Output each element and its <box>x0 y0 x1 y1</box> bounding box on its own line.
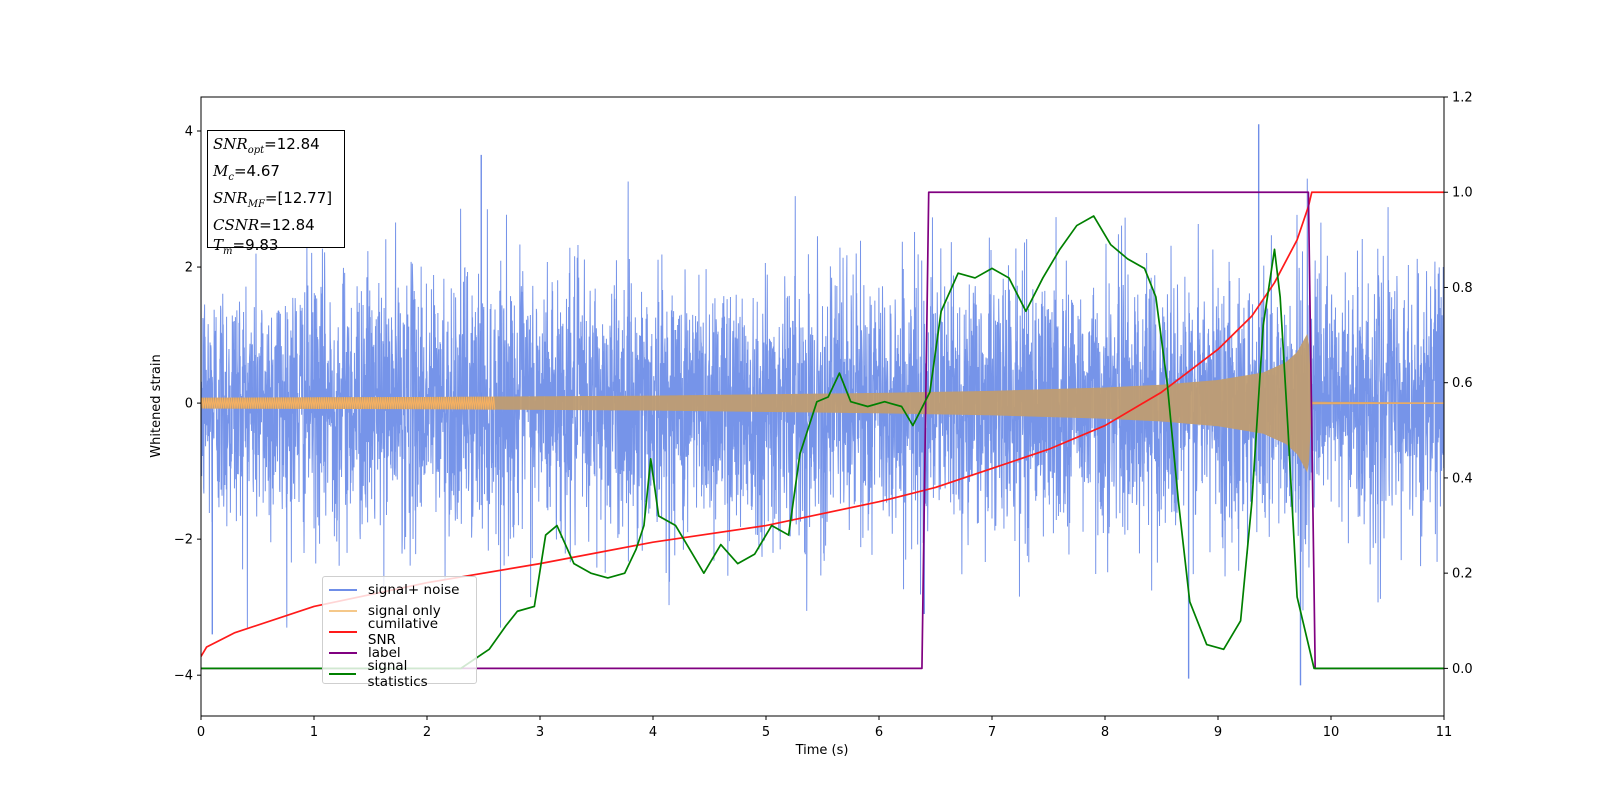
y-right-tick-label: 0.2 <box>1452 567 1473 582</box>
x-tick-label: 7 <box>988 725 996 740</box>
x-tick-label: 1 <box>310 725 318 740</box>
plot-frame <box>200 96 1445 717</box>
legend-item-cumulative-snr: cumilative SNR <box>329 616 470 648</box>
snr-opt-value: =12.84 <box>264 135 320 153</box>
signal-statistics-line <box>201 215 1444 670</box>
x-tick-label: 11 <box>1436 725 1453 740</box>
legend-swatch-signal-statistics <box>329 672 357 675</box>
snr-opt-row: SNRopt=12.84 <box>213 135 320 156</box>
y-right-tick-label: 1.0 <box>1452 186 1473 201</box>
x-axis: 0 1 2 3 4 5 6 7 8 9 10 11 <box>197 716 1452 740</box>
snr-mf-value: =[12.77] <box>264 189 333 207</box>
y-right-tick-label: 0.4 <box>1452 471 1473 486</box>
y-right-tick-label: 0.6 <box>1452 376 1473 391</box>
legend-item-signal-noise: signal+ noise <box>329 580 470 601</box>
y-left-tick-label: −2 <box>174 533 193 548</box>
legend-label: signal only <box>368 603 441 620</box>
legend-label: signal statistics <box>367 657 428 690</box>
y-right-tick-label: 0.8 <box>1452 281 1473 296</box>
y-axis-left: 4 2 0 −2 −4 <box>174 125 201 684</box>
x-tick-label: 3 <box>536 725 544 740</box>
legend-swatch-signal-noise <box>329 589 357 592</box>
legend-item-label: label <box>329 642 470 663</box>
y-axis-label: Whitened strain <box>149 354 164 457</box>
legend-label: label <box>368 644 401 661</box>
legend-swatch-label <box>329 651 357 654</box>
signal-only-series <box>201 333 1444 473</box>
x-tick-label: 5 <box>762 725 770 740</box>
legend-item-signal-only: signal only <box>329 601 470 622</box>
y-left-tick-label: 0 <box>185 397 193 412</box>
legend-label: signal+ noise <box>368 582 460 599</box>
x-tick-label: 6 <box>875 725 883 740</box>
x-tick-label: 2 <box>423 725 431 740</box>
y-left-tick-label: 2 <box>185 261 193 276</box>
chirp-mass-row: Mc=4.67 <box>213 162 280 183</box>
snr-mf-row: SNRMF=[12.77] <box>213 189 333 210</box>
noise-trace <box>201 178 1444 628</box>
merger-time-row: Tm=9.83 <box>213 236 279 257</box>
chirp-envelope <box>201 333 1444 473</box>
y-right-tick-label: 0.0 <box>1452 662 1473 677</box>
y-left-tick-label: 4 <box>185 125 193 140</box>
legend-label: cumilative SNR <box>367 616 439 648</box>
x-tick-label: 10 <box>1323 725 1340 740</box>
y-left-tick-label: −4 <box>174 669 193 684</box>
y-axis-right: 1.2 1.0 0.8 0.6 0.4 0.2 0.0 <box>1444 91 1473 677</box>
chirp-oscillation <box>201 396 496 410</box>
y-right-tick-label: 1.2 <box>1452 91 1473 106</box>
legend-item-signal-statistics: signal statistics <box>329 658 470 690</box>
x-tick-label: 8 <box>1101 725 1109 740</box>
csnr-row: CSNR=12.84 <box>213 216 315 234</box>
chart-legend: signal+ noise signal only cumilative SNR… <box>322 576 477 690</box>
x-tick-label: 4 <box>649 725 657 740</box>
legend-swatch-signal-only <box>329 610 357 613</box>
csnr-value: =12.84 <box>259 216 315 234</box>
legend-swatch-cumulative-snr <box>329 630 357 633</box>
chirp-mass-value: =4.67 <box>233 162 280 180</box>
merger-time-value: =9.83 <box>232 236 279 254</box>
snr-info-box: SNRopt=12.84 Mc=4.67 SNRMF=[12.77] CSNR=… <box>207 130 345 257</box>
x-tick-label: 9 <box>1214 725 1222 740</box>
x-tick-label: 0 <box>197 725 205 740</box>
x-axis-label: Time (s) <box>795 743 849 758</box>
